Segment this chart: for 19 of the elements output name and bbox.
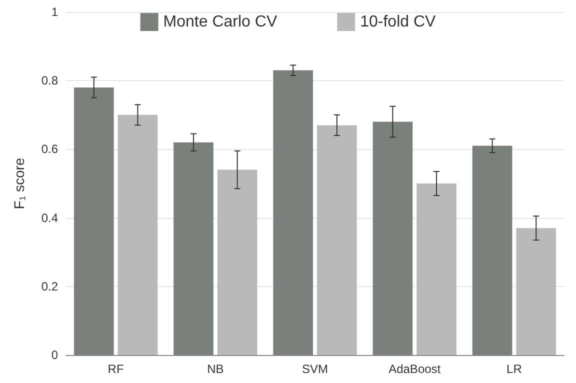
bar [118, 114, 158, 355]
bar [316, 125, 357, 355]
x-tick-label: AdaBoost [388, 362, 442, 376]
x-tick-label: LR [506, 362, 522, 376]
y-tick-label: 0.4 [41, 210, 58, 225]
y-tick-label: 0.8 [41, 74, 58, 88]
legend-label: 10-fold CV [360, 14, 436, 30]
y-tick-label: 1 [51, 5, 58, 19]
x-tick-label: NB [207, 362, 224, 376]
bar [217, 170, 258, 355]
bar [516, 228, 556, 355]
x-tick-label: SVM [302, 362, 328, 376]
y-tick-label: 0.6 [41, 142, 58, 156]
bar [416, 184, 456, 355]
y-axis-title: F₁ score [11, 158, 27, 210]
y-tick-label: 0.2 [41, 279, 58, 294]
x-tick-label: RF [108, 362, 124, 376]
y-tick-label: 0 [51, 348, 58, 362]
legend-label: Monte Carlo CV [163, 14, 278, 30]
